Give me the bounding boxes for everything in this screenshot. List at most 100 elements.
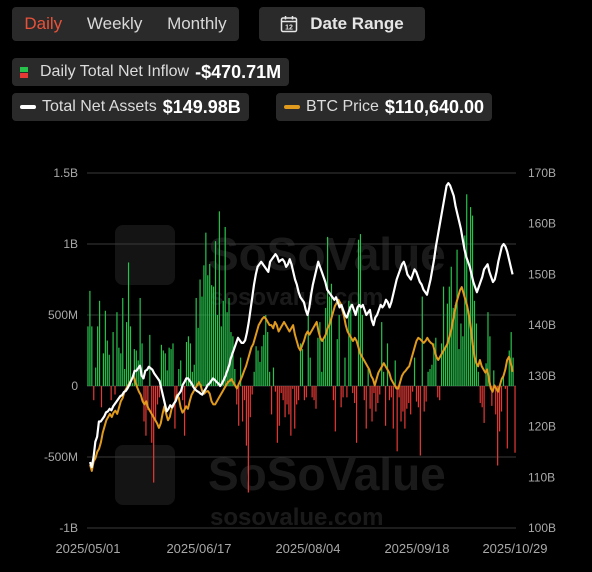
inflow-bar (222, 300, 224, 386)
inflow-bar (441, 343, 443, 386)
inflow-bar (189, 343, 191, 386)
inflow-bar (265, 315, 267, 386)
legend-assets: Total Net Assets $149.98B (12, 93, 249, 121)
x-tick-label: 2025/10/29 (482, 541, 547, 556)
inflow-bar (197, 327, 199, 386)
legend-btc: BTC Price $110,640.00 (276, 93, 493, 121)
inflow-bar (413, 357, 416, 386)
inflow-bar (381, 322, 383, 386)
watermark-brand: SoSoValue (208, 448, 446, 500)
inflow-bar (182, 386, 184, 401)
inflow-bar (354, 386, 356, 404)
inflow-bar (444, 347, 447, 386)
right-tick-label: 110B (528, 470, 555, 484)
inflow-swatch (20, 66, 28, 78)
legend-inflow: Daily Total Net Inflow -$470.71M (12, 58, 290, 86)
inflow-bar (261, 346, 263, 386)
inflow-bar (305, 386, 307, 398)
tab-monthly[interactable]: Monthly (167, 14, 227, 33)
legend-btc-label: BTC Price (306, 98, 379, 115)
inflow-bar (91, 326, 93, 386)
inflow-bar (209, 263, 211, 386)
inflow-bar (280, 386, 282, 394)
inflow-bar (131, 383, 134, 386)
inflow-bar (141, 343, 143, 386)
legend-assets-label: Total Net Assets (42, 98, 157, 115)
inflow-bar (456, 249, 458, 386)
watermark-brand: SoSoValue (208, 228, 446, 280)
inflow-bar (294, 386, 296, 429)
inflow-bar (321, 371, 323, 386)
left-tick-label: -500M (44, 450, 78, 464)
inflow-bar (307, 315, 309, 386)
inflow-bar (243, 386, 246, 401)
inflow-bar (272, 367, 275, 386)
inflow-bar (483, 386, 485, 423)
inflow-bar (133, 349, 135, 386)
x-tick-label: 2025/08/04 (275, 541, 340, 556)
inflow-bar (466, 194, 468, 386)
x-tick-label: 2025/05/01 (55, 541, 120, 556)
inflow-bar (315, 386, 317, 409)
watermark-logo (115, 225, 175, 285)
inflow-bar (504, 386, 506, 389)
inflow-bar (220, 326, 222, 386)
inflow-bar (124, 368, 126, 386)
inflow-bar (226, 312, 228, 386)
inflow-bar (510, 332, 512, 386)
inflow-bar (102, 353, 105, 386)
inflow-bar (512, 357, 514, 386)
inflow-bar (214, 241, 217, 386)
inflow-bar (139, 297, 141, 386)
inflow-bar (299, 343, 302, 386)
inflow-bar (338, 315, 340, 386)
inflow-bar (392, 386, 394, 429)
inflow-bar (278, 386, 280, 426)
inflow-bar (158, 386, 161, 398)
inflow-bar (255, 346, 257, 386)
inflow-bar (462, 336, 464, 386)
inflow-bar (408, 386, 410, 404)
inflow-bar (174, 386, 176, 429)
tab-weekly[interactable]: Weekly (86, 14, 143, 33)
inflow-bar (251, 386, 253, 395)
inflow-bar (129, 326, 132, 386)
inflow-bar (394, 360, 396, 386)
inflow-bar (118, 347, 120, 386)
inflow-bar (247, 386, 249, 493)
inflow-bar (325, 307, 327, 386)
inflow-bar (263, 334, 265, 386)
inflow-bar (253, 371, 255, 386)
inflow-bar (458, 349, 460, 386)
inflow-bar (410, 386, 412, 415)
date-range-button[interactable]: 12 Date Range (259, 7, 425, 41)
inflow-bar (201, 296, 203, 386)
inflow-bar (363, 386, 365, 401)
right-tick-label: 160B (528, 217, 556, 231)
inflow-bar (415, 386, 418, 402)
inflow-bar (384, 386, 387, 426)
watermark-url: sosovalue.com (210, 504, 383, 531)
inflow-bar (149, 334, 151, 386)
tab-daily[interactable]: Daily (24, 14, 63, 33)
inflow-bar (383, 371, 385, 386)
inflow-bar (282, 386, 284, 401)
calendar-icon-text: 12 (285, 24, 293, 31)
inflow-bar (112, 332, 114, 386)
inflow-bar (193, 364, 195, 386)
inflow-bar (195, 297, 197, 386)
inflow-bar (185, 341, 188, 386)
inflow-bar (473, 300, 476, 386)
inflow-bar (116, 312, 118, 386)
inflow-bar (439, 386, 441, 401)
inflow-bar (203, 265, 205, 386)
date-range-label: Date Range (310, 14, 404, 33)
inflow-bar (303, 386, 305, 401)
inflow-bar (429, 368, 431, 386)
inflow-bar (311, 386, 313, 398)
inflow-bar (500, 386, 503, 412)
inflow-bar (313, 386, 315, 401)
inflow-bar (386, 343, 389, 386)
inflow-bar (419, 386, 421, 456)
inflow-bar (104, 310, 106, 386)
